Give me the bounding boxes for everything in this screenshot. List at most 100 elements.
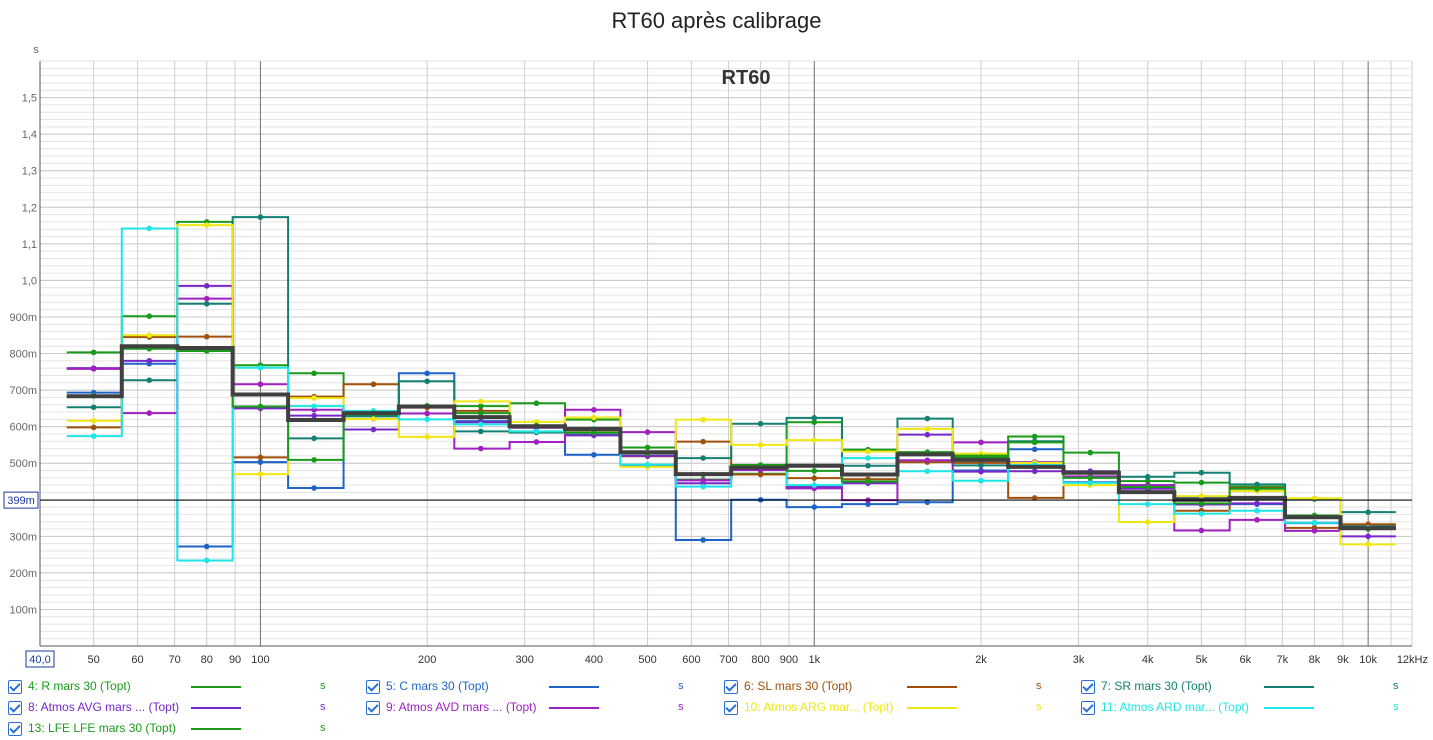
legend-unit: s bbox=[678, 680, 684, 692]
data-point bbox=[257, 381, 264, 388]
data-point bbox=[1198, 527, 1205, 534]
data-point bbox=[90, 417, 97, 424]
legend-label: 5: C mars 30 (Topt) bbox=[386, 679, 489, 693]
data-point bbox=[203, 222, 210, 228]
data-point bbox=[591, 451, 597, 458]
y-tick-label: 900m bbox=[9, 312, 37, 324]
data-point bbox=[1144, 478, 1151, 484]
data-point bbox=[1365, 533, 1371, 540]
data-point bbox=[865, 501, 871, 507]
data-point bbox=[257, 403, 264, 410]
legend-item[interactable]: 7: SR mars 30 (Topt) s bbox=[1081, 678, 1421, 698]
data-point bbox=[311, 412, 317, 419]
legend-unit: s bbox=[320, 722, 326, 734]
x-tick-label: 400 bbox=[585, 654, 603, 666]
legend-item[interactable]: 5: C mars 30 (Topt) s bbox=[366, 678, 706, 698]
legend-checkbox[interactable] bbox=[724, 701, 738, 715]
x-tick-label: 200 bbox=[418, 654, 436, 666]
legend-label: 8: Atmos AVG mars ... (Topt) bbox=[28, 700, 180, 714]
cursor-x-readout: 40,0 bbox=[25, 650, 55, 668]
legend-checkbox[interactable] bbox=[366, 680, 380, 694]
chart-title: RT60 après calibrage bbox=[611, 8, 822, 33]
data-point bbox=[811, 437, 818, 443]
y-tick-label: 1,2 bbox=[22, 202, 37, 214]
legend-item[interactable]: 13: LFE LFE mars 30 (Topt) s bbox=[8, 720, 348, 740]
data-point bbox=[1031, 446, 1038, 453]
data-point bbox=[811, 419, 818, 426]
legend-item[interactable]: 11: Atmos ARD mar... (Topt) s bbox=[1081, 699, 1421, 719]
data-point bbox=[257, 454, 264, 461]
data-point bbox=[478, 428, 484, 435]
data-point bbox=[644, 444, 651, 451]
x-tick-label: 80 bbox=[201, 654, 213, 666]
data-point bbox=[700, 438, 706, 445]
legend-checkbox[interactable] bbox=[1081, 680, 1095, 694]
data-point bbox=[1031, 433, 1038, 440]
data-point bbox=[311, 370, 317, 377]
legend-checkbox[interactable] bbox=[366, 701, 380, 715]
y-tick-label: 1,3 bbox=[22, 166, 37, 178]
x-tick-label: 50 bbox=[88, 654, 100, 666]
data-point bbox=[257, 364, 264, 371]
cursor-value: 399m bbox=[7, 495, 35, 507]
data-point bbox=[146, 410, 153, 416]
data-point bbox=[90, 349, 97, 356]
legend-checkbox[interactable] bbox=[1081, 701, 1095, 715]
data-point bbox=[700, 455, 706, 461]
legend-unit: s bbox=[1393, 701, 1399, 713]
legend-unit: s bbox=[1036, 701, 1042, 713]
data-point bbox=[978, 477, 984, 484]
average-line bbox=[66, 344, 1396, 531]
legend-swatch bbox=[191, 728, 241, 730]
data-point bbox=[533, 439, 540, 445]
legend-item[interactable]: 8: Atmos AVG mars ... (Topt) s bbox=[8, 699, 348, 719]
data-point bbox=[311, 395, 317, 401]
data-point bbox=[257, 214, 264, 220]
x-tick-label: 12kHz bbox=[1397, 654, 1428, 666]
x-tick-label: 300 bbox=[515, 654, 533, 666]
data-point bbox=[90, 404, 97, 411]
legend-checkbox[interactable] bbox=[8, 701, 22, 715]
cursor-x-value: 40,0 bbox=[29, 654, 50, 666]
data-point bbox=[203, 295, 210, 302]
data-point bbox=[865, 448, 871, 455]
data-point bbox=[146, 225, 153, 232]
data-point bbox=[257, 471, 264, 477]
data-point bbox=[865, 478, 871, 485]
legend-item[interactable]: 10: Atmos ARG mar... (Topt) s bbox=[724, 699, 1064, 719]
data-point bbox=[1198, 479, 1205, 486]
x-tick-label: 4k bbox=[1142, 654, 1154, 666]
data-point bbox=[146, 313, 153, 320]
data-point bbox=[811, 482, 818, 488]
cursor-x-box bbox=[25, 650, 55, 668]
x-tick-label: 7k bbox=[1277, 654, 1289, 666]
data-point bbox=[1198, 510, 1205, 517]
legend-label: 11: Atmos ARD mar... (Topt) bbox=[1101, 700, 1249, 714]
data-point bbox=[1087, 480, 1094, 486]
data-point bbox=[1198, 493, 1205, 499]
legend-item[interactable]: 6: SL mars 30 (Topt) s bbox=[724, 678, 1064, 698]
data-point bbox=[757, 471, 764, 478]
series-average bbox=[66, 344, 1396, 531]
legend-checkbox[interactable] bbox=[724, 680, 738, 694]
x-tick-label: 60 bbox=[131, 654, 143, 666]
data-point bbox=[1144, 484, 1151, 490]
legend-label: 10: Atmos ARG mar... (Topt) bbox=[744, 700, 894, 714]
rt60-chart[interactable]: 100m 200m 300m 500m 600m 700m 800m 900m 1,0 1,1 1,… bbox=[0, 0, 1433, 678]
data-point bbox=[90, 424, 97, 431]
legend-checkbox[interactable] bbox=[8, 722, 22, 736]
x-tick-label: 2k bbox=[975, 654, 987, 666]
legend-label: 4: R mars 30 (Topt) bbox=[28, 679, 131, 693]
data-point bbox=[1254, 507, 1260, 514]
y-tick-label: 800m bbox=[9, 349, 37, 361]
legend-item[interactable]: 9: Atmos AVD mars ... (Topt) s bbox=[366, 699, 706, 719]
y-tick-label: 700m bbox=[9, 385, 37, 397]
data-point bbox=[257, 459, 264, 465]
data-point bbox=[533, 400, 540, 407]
y-tick-label: 600m bbox=[9, 422, 37, 434]
legend-checkbox[interactable] bbox=[8, 680, 22, 694]
x-tick-label: 100 bbox=[251, 654, 269, 666]
legend-label: 6: SL mars 30 (Topt) bbox=[744, 679, 853, 693]
legend-item[interactable]: 4: R mars 30 (Topt) s bbox=[8, 678, 348, 698]
y-tick-label: 1,4 bbox=[22, 129, 37, 141]
